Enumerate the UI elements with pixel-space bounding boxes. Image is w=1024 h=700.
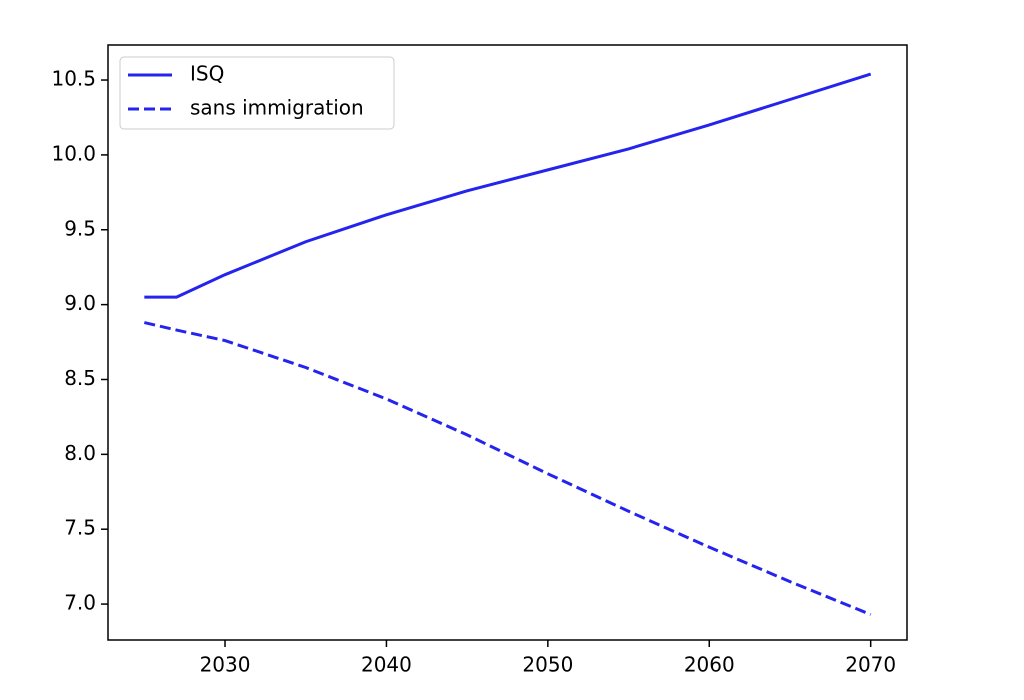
y-tick-label: 9.0 bbox=[64, 291, 96, 315]
x-tick-label: 2030 bbox=[200, 653, 251, 677]
plot-frame bbox=[107, 44, 908, 641]
series-line bbox=[143, 321, 872, 616]
y-tick-label: 9.5 bbox=[64, 216, 96, 240]
y-tick-label: 8.5 bbox=[64, 366, 96, 390]
y-tick-label: 10.5 bbox=[51, 67, 96, 91]
x-tick-label: 2060 bbox=[684, 653, 735, 677]
x-tick-label: 2050 bbox=[522, 653, 573, 677]
x-tick-label: 2070 bbox=[845, 653, 896, 677]
y-tick-label: 8.0 bbox=[64, 441, 96, 465]
legend-label: ISQ bbox=[190, 62, 224, 86]
x-tick-label: 2040 bbox=[361, 653, 412, 677]
series-line bbox=[144, 72, 872, 299]
legend-label: sans immigration bbox=[190, 96, 364, 120]
legend-box bbox=[119, 56, 395, 130]
y-tick-label: 7.5 bbox=[64, 516, 96, 540]
y-tick-label: 10.0 bbox=[51, 141, 96, 165]
y-tick-label: 7.0 bbox=[64, 591, 96, 615]
